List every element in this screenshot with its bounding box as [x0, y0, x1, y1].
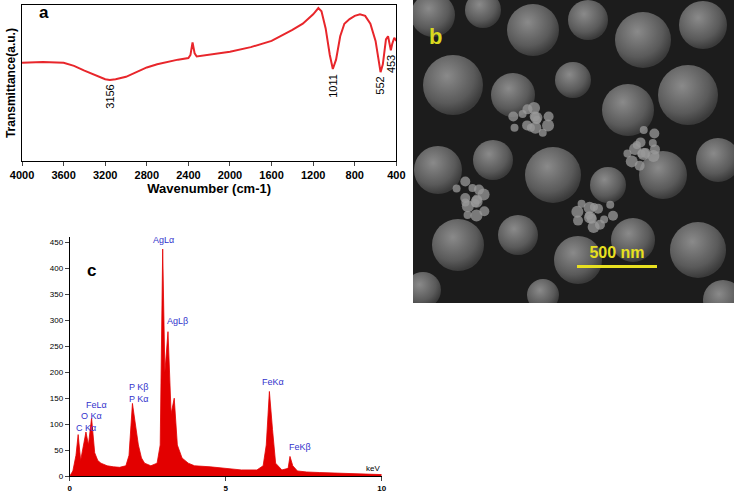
svg-text:AgLβ: AgLβ	[167, 316, 188, 326]
svg-text:552: 552	[374, 76, 386, 94]
svg-text:3200: 3200	[93, 169, 117, 181]
svg-text:P Kα: P Kα	[129, 394, 149, 404]
svg-text:keV: keV	[366, 464, 380, 473]
svg-text:400: 400	[387, 169, 405, 181]
svg-text:2000: 2000	[218, 169, 242, 181]
svg-text:453: 453	[385, 55, 397, 73]
svg-text:AgLα: AgLα	[153, 235, 174, 245]
svg-text:1600: 1600	[259, 169, 283, 181]
svg-text:0: 0	[68, 484, 73, 493]
svg-text:3156: 3156	[104, 84, 116, 108]
svg-text:200: 200	[50, 368, 64, 377]
svg-text:100: 100	[50, 420, 64, 429]
svg-text:50: 50	[54, 446, 63, 455]
svg-text:O Kα: O Kα	[81, 411, 102, 421]
svg-text:1011: 1011	[327, 74, 339, 98]
svg-text:10: 10	[377, 484, 386, 493]
svg-text:450: 450	[50, 238, 64, 247]
svg-text:400: 400	[50, 264, 64, 273]
svg-text:2800: 2800	[135, 169, 159, 181]
svg-text:5: 5	[223, 484, 228, 493]
svg-text:350: 350	[50, 290, 64, 299]
svg-text:Transmittance(a.u.): Transmittance(a.u.)	[4, 28, 18, 138]
svg-text:800: 800	[346, 169, 364, 181]
svg-text:2400: 2400	[176, 169, 200, 181]
svg-text:3600: 3600	[51, 169, 75, 181]
svg-text:250: 250	[50, 342, 64, 351]
svg-text:0: 0	[59, 472, 64, 481]
svg-text:300: 300	[50, 316, 64, 325]
svg-text:Wavenumber (cm-1): Wavenumber (cm-1)	[147, 181, 271, 196]
svg-text:500 nm: 500 nm	[589, 244, 644, 261]
svg-text:4000: 4000	[10, 169, 34, 181]
svg-text:C Kα: C Kα	[76, 423, 96, 433]
svg-text:150: 150	[50, 394, 64, 403]
svg-text:FeLα: FeLα	[86, 400, 107, 410]
svg-text:b: b	[429, 24, 442, 49]
svg-text:a: a	[39, 3, 49, 22]
svg-text:P Kβ: P Kβ	[129, 382, 149, 392]
svg-text:FeKβ: FeKβ	[289, 442, 311, 452]
svg-text:c: c	[87, 261, 96, 280]
svg-text:1200: 1200	[301, 169, 325, 181]
svg-text:FeKα: FeKα	[262, 377, 284, 387]
